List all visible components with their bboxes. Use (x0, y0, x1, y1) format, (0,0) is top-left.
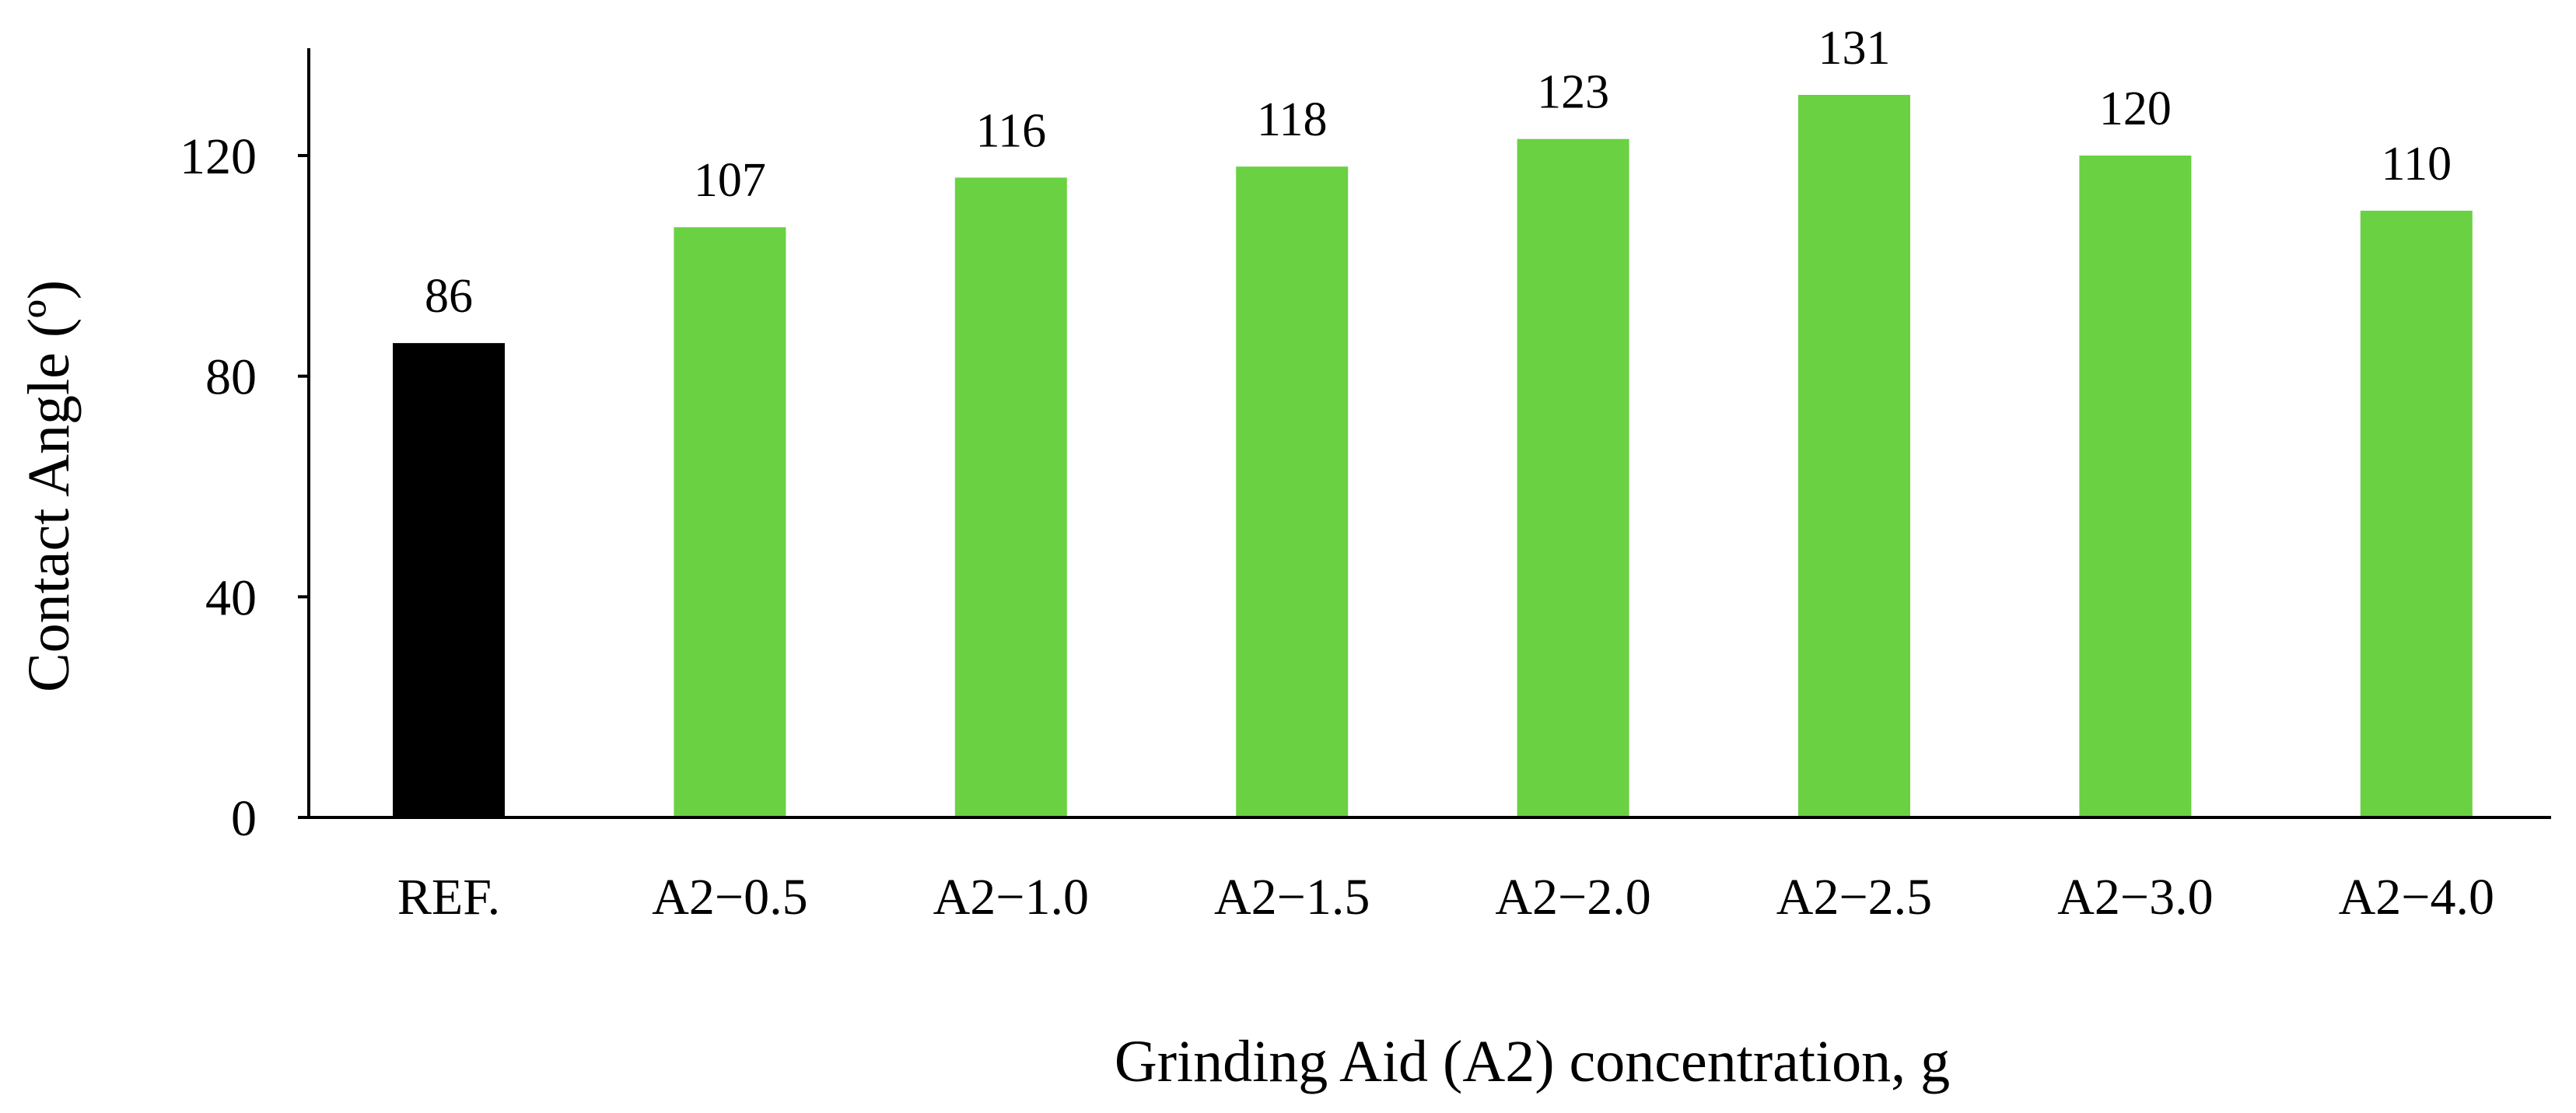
y-tick-label: 0 (231, 790, 257, 847)
x-category-label: A2−2.5 (1776, 869, 1932, 926)
x-category-label: A2−1.5 (1214, 869, 1370, 926)
bar-1 (674, 227, 786, 818)
axes-layer (307, 48, 2551, 819)
bar-value-label: 131 (1818, 22, 1891, 75)
bar-value-label: 107 (694, 154, 766, 207)
bar-value-label: 110 (2381, 138, 2452, 191)
bar-3 (1236, 166, 1349, 817)
y-tick-label: 120 (180, 128, 257, 185)
bar-value-label: 86 (425, 270, 473, 323)
bar-6 (2079, 156, 2192, 817)
x-axis-title: Grinding Aid (A2) concentration, g (1115, 1029, 1950, 1094)
bar-value-label: 118 (1257, 93, 1328, 146)
bar-0 (393, 343, 505, 817)
x-category-label: A2−3.0 (2057, 869, 2213, 926)
y-tick-label: 80 (205, 349, 257, 406)
x-category-label: A2−4.0 (2339, 869, 2494, 926)
bars-layer (393, 94, 2473, 818)
x-labels-layer: REF. A2−0.5 A2−1.0 A2−1.5 A2−2.0 A2−2.5 A2−3.0… (397, 869, 2494, 926)
y-ticks-layer: 0 40 80 120 (180, 128, 309, 847)
bar-value-label: 116 (975, 104, 1046, 157)
x-category-label: A2−2.0 (1495, 869, 1650, 926)
bar-4 (1517, 138, 1629, 818)
y-tick-label: 40 (205, 569, 257, 626)
x-category-label: A2−0.5 (652, 869, 807, 926)
bar-5 (1798, 94, 1910, 817)
x-category-label: REF. (397, 869, 500, 926)
bar-7 (2360, 210, 2473, 818)
bar-value-label: 120 (2099, 82, 2172, 135)
x-category-label: A2−1.0 (933, 869, 1089, 926)
bar-value-label: 123 (1537, 66, 1609, 119)
bar-2 (954, 177, 1067, 817)
data-labels-layer: 86 107 116 118 123 131 120 110 (425, 22, 2452, 323)
y-axis-title: Contact Angle (º) (16, 280, 82, 692)
